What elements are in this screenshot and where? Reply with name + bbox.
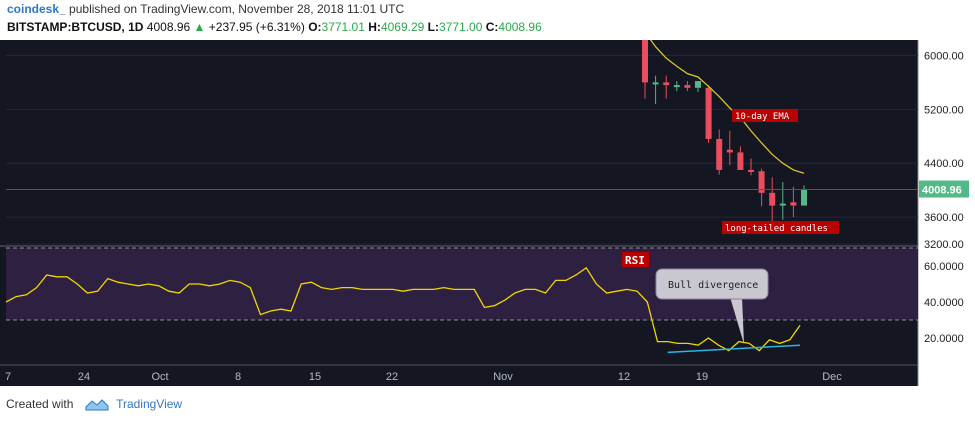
rsi-tick-label: 40.0000 (924, 297, 964, 309)
low-value: 3771.00 (439, 20, 483, 34)
candle-body (748, 169, 754, 172)
price-tick-label: 6000.00 (924, 50, 964, 62)
ema-annotation: 10-day EMA (735, 112, 790, 122)
bull-divergence-annotation: Bull divergence (668, 280, 758, 291)
close-value: 4008.96 (498, 20, 542, 34)
time-tick-label: 19 (696, 371, 708, 383)
time-tick-label: 24 (78, 371, 90, 383)
candles-annotation-box (722, 221, 839, 234)
rsi-band (6, 248, 918, 320)
price-tick-label: 3600.00 (924, 212, 964, 224)
symbol-label[interactable]: BITSTAMP:BTCUSD, 1D (7, 20, 144, 34)
current-price-label: 4008.96 (922, 185, 962, 197)
candle-body (801, 189, 807, 206)
candle-body (652, 82, 659, 85)
time-tick-label: 22 (386, 371, 398, 383)
candle-body (737, 152, 744, 170)
price-tick-label: 5200.00 (924, 104, 964, 116)
chart-background (0, 40, 975, 386)
price-change: +237.95 (+6.31%) (208, 20, 305, 34)
rsi-tick-label: 60.0000 (924, 261, 964, 273)
current-price-badge (919, 180, 969, 198)
price-axis-background (918, 40, 975, 386)
rsi-label-box (622, 252, 649, 267)
chart-svg[interactable]: 6000.00 5200.00 4400.00 3600.00 3200.00 4008.… (0, 40, 975, 386)
high-label: H: (368, 20, 381, 34)
ema-annotation-box (732, 109, 798, 122)
rsi-tick-label: 20.0000 (924, 333, 964, 345)
time-tick-label: 8 (235, 371, 241, 383)
tradingview-logo-icon[interactable] (85, 397, 109, 411)
tradingview-link[interactable]: TradingView (116, 397, 183, 411)
candle-body (779, 203, 786, 206)
coindesk-brand[interactable]: coindesk_ (7, 2, 66, 16)
candle-body (769, 192, 776, 206)
rsi-label: RSI (625, 254, 645, 267)
footer: Created with TradingView (6, 397, 182, 411)
price-tick-label: 4400.00 (924, 158, 964, 170)
change-up-icon: ▲ (193, 20, 206, 34)
candle-body (758, 171, 765, 193)
candle-body (790, 202, 797, 206)
low-label: L: (427, 20, 439, 34)
header-line-2: BITSTAMP:BTCUSD, 1D 4008.96 ▲ +237.95 (+… (7, 20, 542, 38)
candle-body (716, 138, 723, 170)
published-text: published on TradingView.com, November 2… (69, 2, 405, 16)
close-label: C: (485, 20, 499, 34)
time-tick-label: 15 (309, 371, 321, 383)
time-tick-label: 7 (5, 371, 11, 383)
candle-body (684, 85, 691, 88)
callout-pointer (730, 297, 744, 344)
open-label: O: (308, 20, 322, 34)
open-value: 3771.01 (321, 20, 365, 34)
ema-line (649, 40, 805, 174)
high-value: 4069.29 (380, 20, 425, 34)
header-line-1: coindesk_ published on TradingView.com, … (7, 2, 404, 20)
bull-divergence-callout (655, 268, 769, 300)
candle-body (705, 87, 712, 139)
time-tick-label: Dec (822, 371, 842, 383)
rsi-line (5, 266, 801, 352)
time-tick-label: Oct (151, 371, 168, 383)
chart-area[interactable]: 6000.00 5200.00 4400.00 3600.00 3200.00 4008.… (0, 40, 975, 386)
candles-annotation: long-tailed candles (725, 224, 828, 234)
time-tick-label: 12 (618, 371, 630, 383)
candle-body (695, 81, 701, 88)
created-with-text: Created with (6, 397, 74, 411)
candle-body (673, 85, 680, 88)
price-tick-label: 3200.00 (924, 239, 964, 251)
candle-body (663, 82, 670, 86)
candle-body (726, 149, 733, 153)
divergence-line (667, 344, 801, 354)
last-price: 4008.96 (146, 20, 191, 34)
time-tick-label: Nov (493, 371, 513, 383)
candle-body (642, 40, 648, 83)
